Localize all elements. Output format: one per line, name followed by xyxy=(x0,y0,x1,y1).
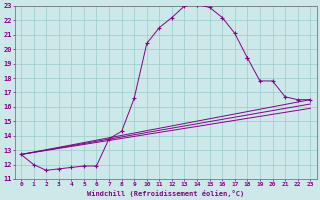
X-axis label: Windchill (Refroidissement éolien,°C): Windchill (Refroidissement éolien,°C) xyxy=(87,190,244,197)
